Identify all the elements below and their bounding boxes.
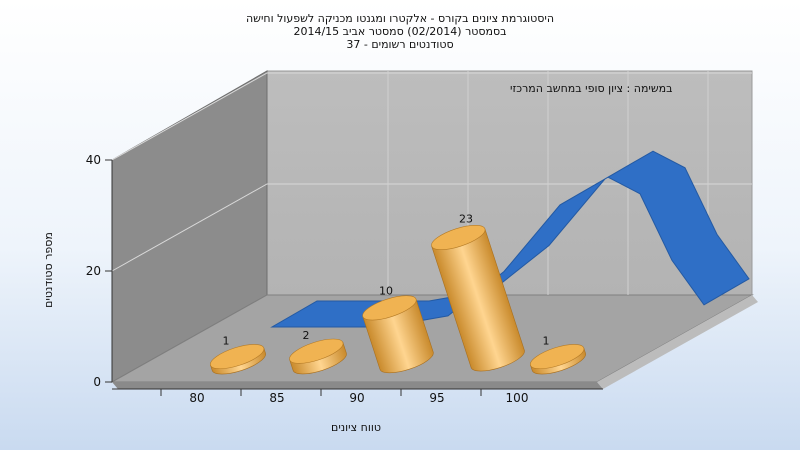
x-tick-label-95: 95	[429, 391, 444, 405]
y-tick-label-0: 0	[93, 375, 101, 389]
y-tick-label-20: 20	[86, 264, 101, 278]
gridline-h	[111, 72, 752, 161]
right-edge	[597, 295, 758, 389]
bar-85	[289, 338, 347, 375]
bars-layer: 1 2 10 23 1	[210, 212, 586, 375]
chart-annotation: במשימה : ציון סופי במחשב המרכזי	[510, 82, 673, 95]
data-label-100: 1	[543, 334, 550, 347]
data-label-85: 2	[303, 329, 310, 342]
chart-title-line-2: בסמסטר (02/2014) סמסטר אביב 2014/15	[293, 25, 507, 38]
axis-layer: 0 20 40 80 85 90 95 100	[86, 153, 603, 405]
bar-90	[362, 295, 434, 374]
x-tick-label-85: 85	[269, 391, 284, 405]
data-label-80: 1	[223, 334, 230, 347]
bar-80	[210, 344, 266, 375]
bar-100	[530, 344, 586, 375]
y-tick-label-40: 40	[86, 153, 101, 167]
chart-title-line-3: סטודנטים רשומים - 37	[346, 38, 454, 51]
bar-95	[431, 225, 525, 372]
distribution-curve	[270, 150, 750, 328]
x-tick-label-90: 90	[349, 391, 364, 405]
distribution-curve-layer	[270, 150, 750, 328]
floor-edge	[112, 382, 603, 389]
x-axis-label: טווח ציונים	[331, 421, 381, 434]
y-axis-label: מספר סטודנטים	[42, 232, 55, 308]
data-label-95: 23	[459, 212, 473, 225]
x-tick-label-80: 80	[189, 391, 204, 405]
chart-title-line-1: היסטוגרמת ציונים בקורס - אלקטרו ומגנטו מ…	[245, 12, 555, 25]
gridline-h	[111, 183, 752, 272]
data-label-90: 10	[379, 285, 393, 298]
x-tick-label-100: 100	[506, 391, 529, 405]
